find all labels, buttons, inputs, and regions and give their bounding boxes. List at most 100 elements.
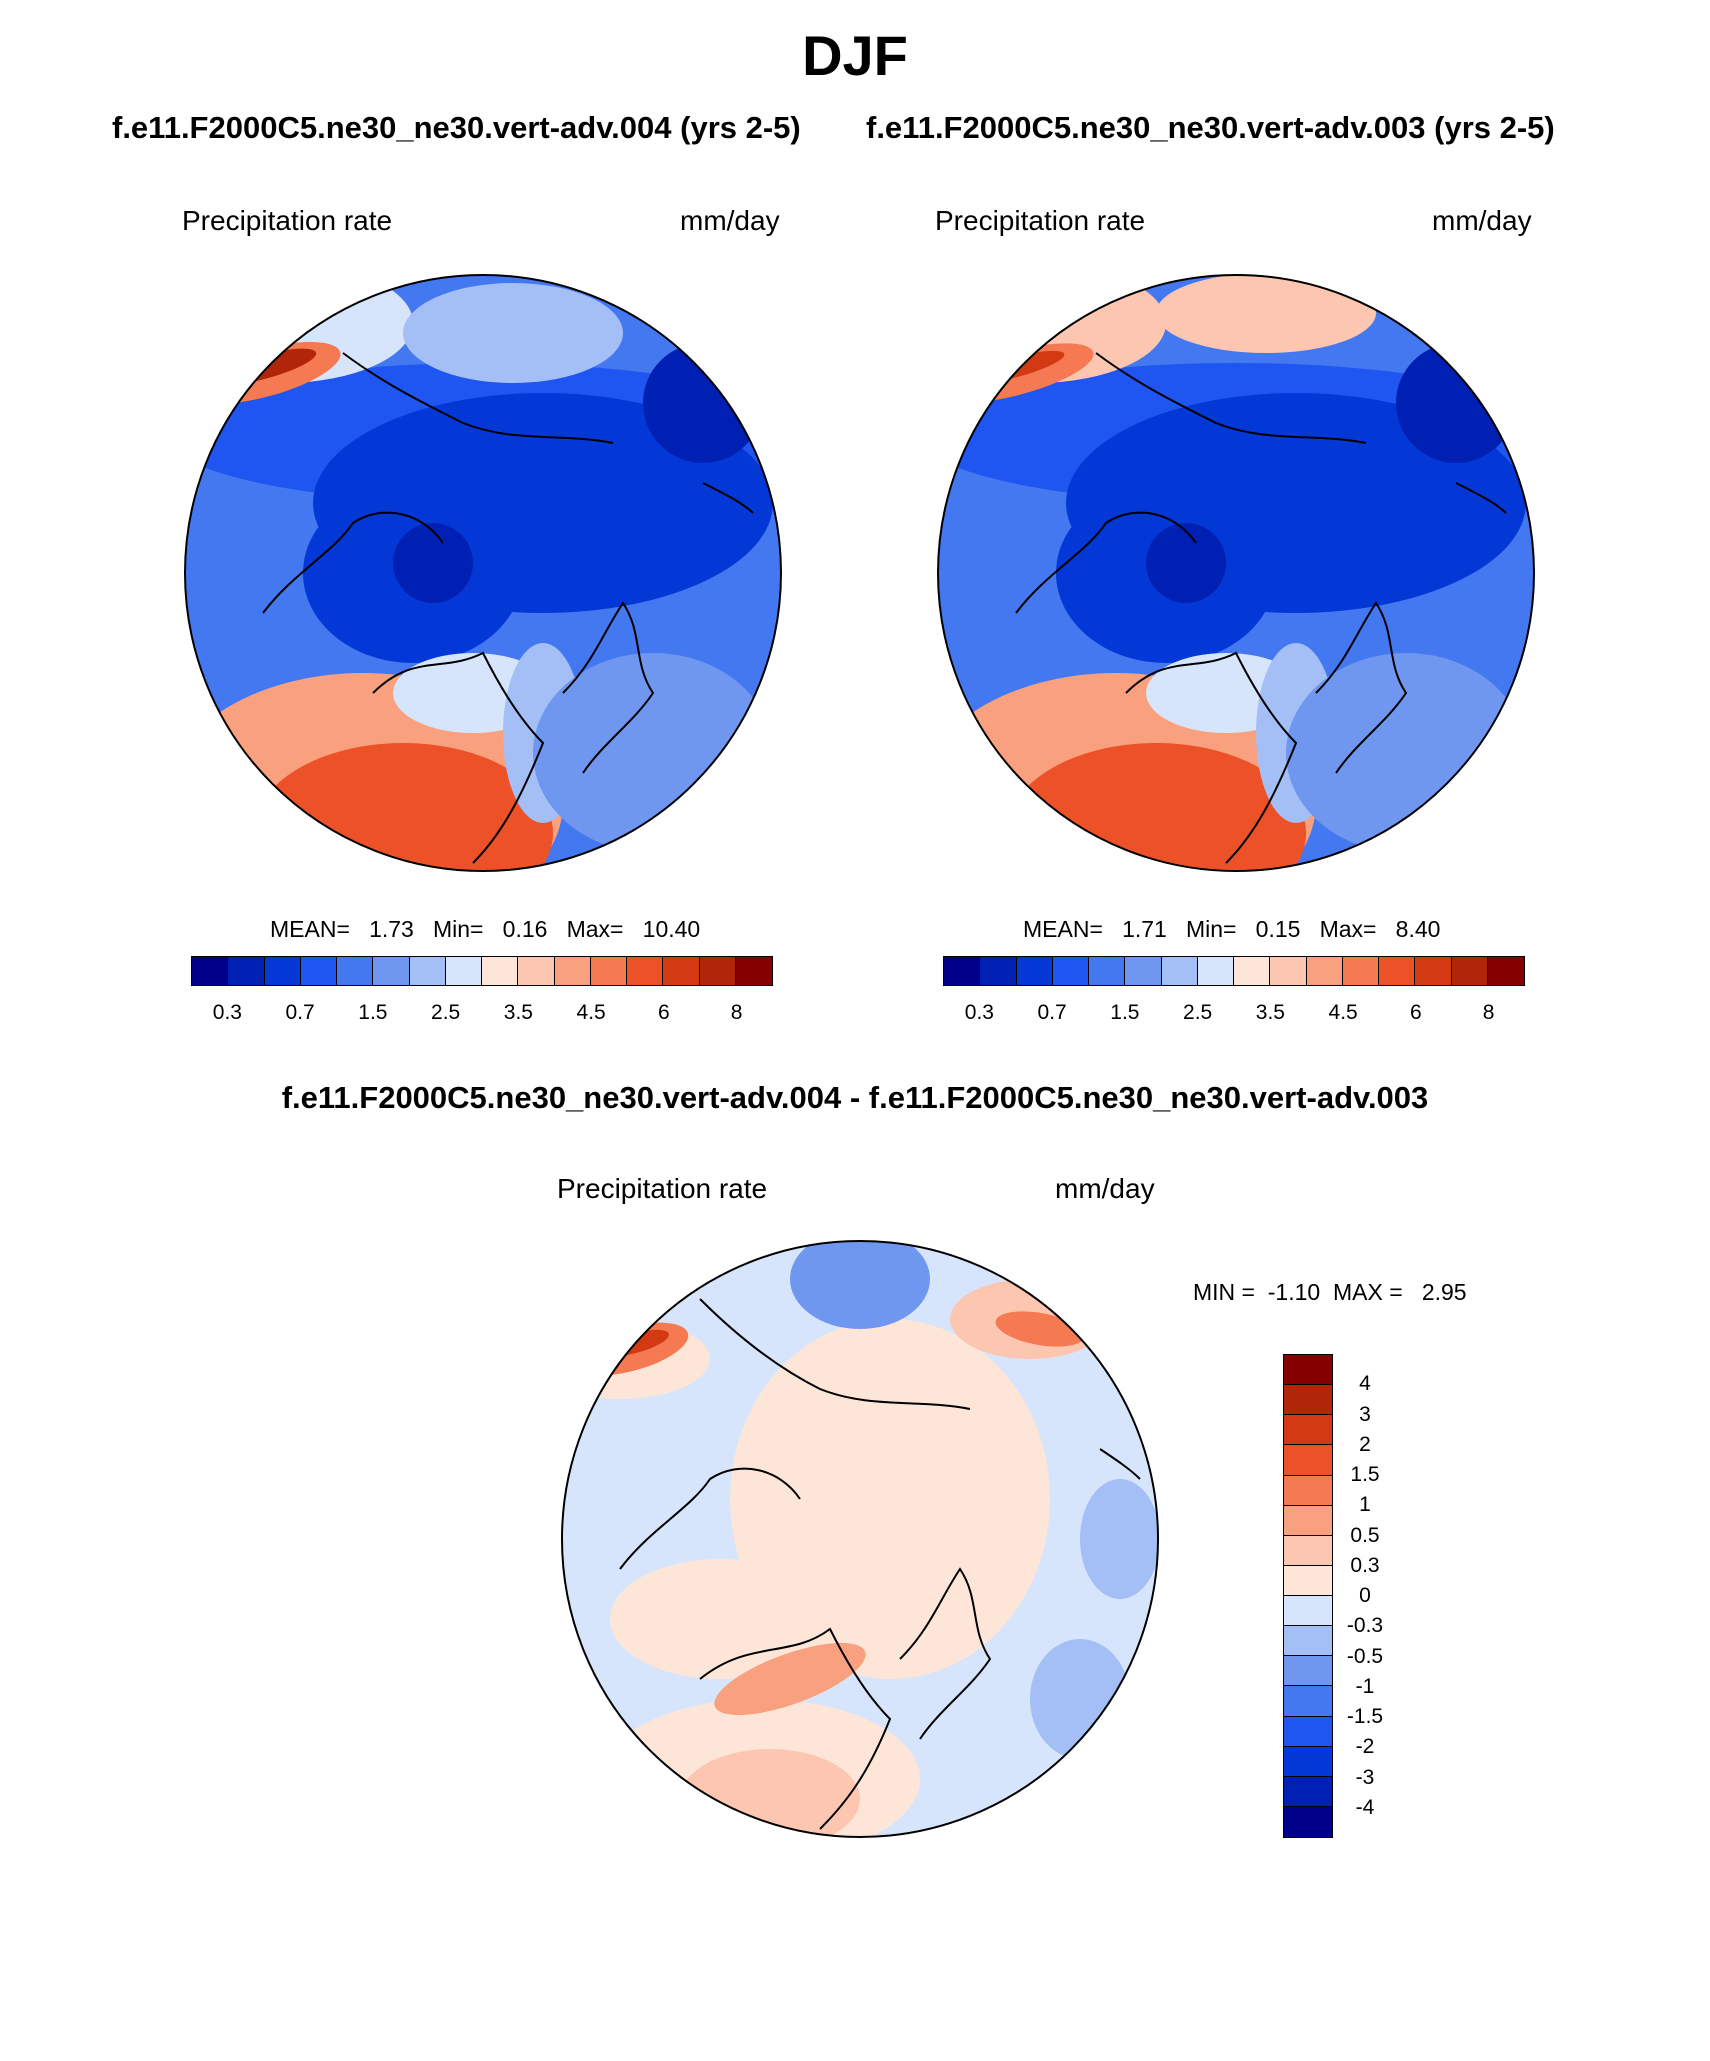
colorbar-tick-label: 0.7 — [285, 1001, 315, 1024]
colorbar-swatch — [1089, 957, 1126, 985]
diff-max: 2.95 — [1421, 1279, 1467, 1305]
colorbar-swatch — [1487, 957, 1524, 985]
colorbar-tick-label: -1 — [1355, 1674, 1375, 1698]
colorbar-swatch — [735, 957, 772, 985]
diff-colorbar — [1283, 1354, 1333, 1838]
panel1-units: mm/day — [680, 205, 780, 236]
panel1-mean-label: MEAN= — [270, 916, 350, 942]
panel1-min: 0.16 — [502, 916, 548, 942]
colorbar-swatch — [1052, 957, 1089, 985]
colorbar-tick-label: 4.5 — [576, 1001, 606, 1024]
colorbar-swatch — [1284, 1415, 1332, 1446]
panel2-max: 8.40 — [1395, 916, 1441, 942]
diff-min: -1.10 — [1267, 1279, 1321, 1305]
diff-variable: Precipitation rate — [557, 1173, 768, 1204]
colorbar-swatch — [482, 957, 519, 985]
colorbar-swatch — [1284, 1686, 1332, 1717]
colorbar-swatch — [1451, 957, 1488, 985]
colorbar-swatch — [554, 957, 591, 985]
colorbar-swatch — [264, 957, 301, 985]
colorbar-swatch — [518, 957, 555, 985]
colorbar-tick-label: -4 — [1355, 1795, 1375, 1819]
colorbar-swatch — [373, 957, 410, 985]
colorbar-swatch — [627, 957, 664, 985]
colorbar-tick-label: 8 — [730, 1001, 743, 1024]
colorbar-swatch — [1284, 1475, 1332, 1506]
colorbar-swatch — [300, 957, 337, 985]
panel1-max: 10.40 — [642, 916, 701, 942]
colorbar-swatch — [1284, 1505, 1332, 1536]
colorbar-swatch — [1234, 957, 1271, 985]
colorbar-swatch — [409, 957, 446, 985]
colorbar-swatch — [1284, 1385, 1332, 1416]
panel2-max-label: Max= — [1319, 916, 1377, 942]
colorbar-swatch — [1125, 957, 1162, 985]
colorbar-tick-label: 4 — [1359, 1372, 1371, 1396]
colorbar-swatch — [1284, 1716, 1332, 1747]
colorbar-swatch — [1016, 957, 1053, 985]
colorbar-swatch — [1284, 1565, 1332, 1596]
colorbar-swatch — [663, 957, 700, 985]
colorbar-swatch — [1161, 957, 1198, 985]
colorbar-swatch — [1415, 957, 1452, 985]
diff-units: mm/day — [1055, 1173, 1155, 1204]
colorbar-tick-label: -3 — [1355, 1765, 1375, 1789]
panel1-max-label: Max= — [566, 916, 624, 942]
colorbar-tick-label: 0.5 — [1350, 1523, 1380, 1547]
colorbar-tick-label: 2 — [1359, 1432, 1371, 1456]
panel2-variable: Precipitation rate — [935, 205, 1146, 236]
colorbar-swatch — [1306, 957, 1343, 985]
colorbar-swatch — [1284, 1535, 1332, 1566]
colorbar-tick-label: 0.7 — [1037, 1001, 1067, 1024]
colorbar-tick-label: 3.5 — [1255, 1001, 1285, 1024]
panel2-mean: 1.71 — [1122, 916, 1167, 942]
colorbar-swatch — [1284, 1656, 1332, 1687]
colorbar-swatch — [944, 957, 981, 985]
panel2-mean-label: MEAN= — [1023, 916, 1103, 942]
colorbar-tick-label: -0.3 — [1346, 1614, 1384, 1638]
colorbar-tick-label: -2 — [1355, 1735, 1375, 1759]
colorbar-tick-label: 2.5 — [431, 1001, 461, 1024]
panel2-colorbar — [943, 956, 1525, 986]
colorbar-swatch — [1379, 957, 1416, 985]
panel1-stats: MEAN= 1.73 Min= 0.16 Max= 10.40 — [270, 918, 700, 941]
colorbar-tick-label: 0 — [1359, 1584, 1371, 1607]
colorbar-tick-label: 1.5 — [358, 1001, 388, 1024]
panel2-min-label: Min= — [1186, 916, 1237, 942]
colorbar-swatch — [1284, 1776, 1332, 1807]
colorbar-tick-label: 6 — [1410, 1001, 1422, 1024]
colorbar-swatch — [1284, 1806, 1332, 1837]
colorbar-swatch — [1284, 1626, 1332, 1657]
colorbar-tick-label: 1 — [1359, 1493, 1371, 1517]
diff-min-label: MIN = — [1193, 1279, 1255, 1305]
colorbar-swatch — [1284, 1596, 1332, 1627]
colorbar-tick-label: 2.5 — [1183, 1001, 1213, 1024]
colorbar-tick-label: 0.3 — [1350, 1553, 1380, 1577]
page-title: DJF — [802, 24, 908, 87]
colorbar-swatch — [228, 957, 265, 985]
colorbar-swatch — [445, 957, 482, 985]
case1-title: f.e11.F2000C5.ne30_ne30.vert-adv.004 (yr… — [112, 110, 801, 145]
panel2-min: 0.15 — [1255, 916, 1301, 942]
colorbar-tick-label: 1.5 — [1110, 1001, 1140, 1024]
panel1-min-label: Min= — [433, 916, 484, 942]
colorbar-swatch — [1197, 957, 1234, 985]
panel2-polar-map — [937, 274, 1535, 872]
colorbar-swatch — [699, 957, 736, 985]
colorbar-tick-label: 1.5 — [1350, 1463, 1380, 1486]
colorbar-swatch — [1284, 1355, 1332, 1386]
diff-polar-map — [561, 1240, 1159, 1838]
colorbar-tick-label: 3.5 — [503, 1001, 533, 1024]
colorbar-tick-label: -0.5 — [1346, 1644, 1384, 1668]
colorbar-swatch — [1284, 1445, 1332, 1476]
diff-stats: MIN = -1.10 MAX = 2.95 — [1193, 1281, 1467, 1304]
panel2-stats: MEAN= 1.71 Min= 0.15 Max= 8.40 — [1023, 918, 1440, 941]
colorbar-tick-label: 8 — [1482, 1001, 1495, 1024]
colorbar-swatch — [980, 957, 1017, 985]
colorbar-tick-label: 3 — [1359, 1402, 1371, 1426]
panel2-units: mm/day — [1432, 205, 1532, 236]
colorbar-swatch — [192, 957, 229, 985]
case2-title: f.e11.F2000C5.ne30_ne30.vert-adv.003 (yr… — [866, 110, 1555, 145]
colorbar-swatch — [590, 957, 627, 985]
colorbar-tick-label: 0.3 — [964, 1001, 994, 1024]
